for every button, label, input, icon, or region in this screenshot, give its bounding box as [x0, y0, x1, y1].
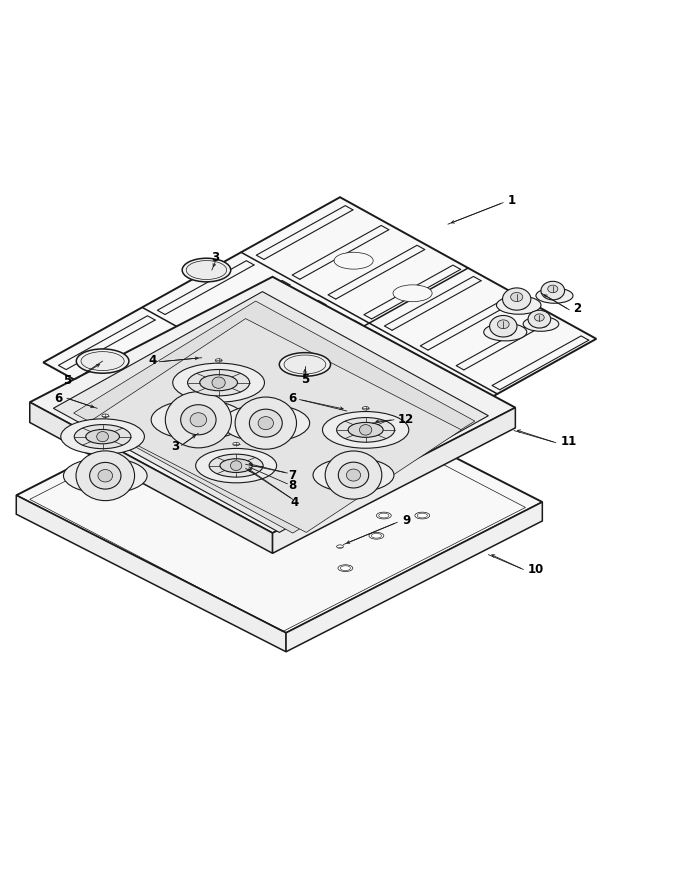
Ellipse shape [76, 451, 135, 501]
Ellipse shape [415, 512, 430, 519]
Ellipse shape [362, 407, 369, 410]
Polygon shape [286, 502, 543, 652]
Text: 3: 3 [171, 440, 179, 453]
Ellipse shape [258, 416, 273, 429]
Ellipse shape [313, 458, 394, 492]
Ellipse shape [212, 377, 225, 388]
Ellipse shape [165, 392, 231, 448]
Ellipse shape [233, 305, 273, 322]
Ellipse shape [369, 532, 384, 539]
Text: 8: 8 [289, 480, 297, 493]
Ellipse shape [360, 425, 372, 435]
Ellipse shape [138, 362, 177, 378]
Ellipse shape [182, 258, 231, 282]
Text: 4: 4 [290, 495, 299, 509]
Ellipse shape [295, 340, 334, 356]
Text: 9: 9 [402, 515, 410, 527]
Ellipse shape [534, 314, 544, 321]
Ellipse shape [102, 414, 109, 417]
Ellipse shape [151, 400, 245, 440]
Ellipse shape [483, 323, 527, 341]
Ellipse shape [541, 282, 564, 300]
Ellipse shape [216, 359, 222, 362]
Ellipse shape [523, 317, 559, 331]
Text: 1: 1 [508, 194, 516, 207]
Polygon shape [16, 495, 286, 652]
Text: 7: 7 [289, 468, 297, 481]
Ellipse shape [63, 458, 147, 494]
Text: 12: 12 [398, 414, 414, 426]
Ellipse shape [377, 512, 391, 519]
Ellipse shape [233, 443, 239, 446]
Text: 5: 5 [301, 373, 309, 385]
Text: 2: 2 [573, 302, 581, 315]
Ellipse shape [222, 405, 309, 442]
Ellipse shape [337, 417, 394, 443]
Ellipse shape [325, 451, 381, 499]
Polygon shape [90, 319, 462, 532]
Ellipse shape [76, 349, 129, 373]
Ellipse shape [90, 462, 121, 489]
Ellipse shape [497, 319, 509, 328]
Ellipse shape [284, 355, 326, 374]
Ellipse shape [393, 285, 432, 302]
Ellipse shape [496, 296, 541, 314]
Ellipse shape [61, 419, 144, 454]
Ellipse shape [506, 333, 512, 336]
Ellipse shape [322, 412, 409, 448]
Ellipse shape [235, 397, 296, 449]
Ellipse shape [348, 422, 383, 437]
Ellipse shape [98, 470, 113, 482]
Ellipse shape [86, 429, 120, 444]
Ellipse shape [200, 375, 237, 391]
Polygon shape [73, 301, 475, 533]
Polygon shape [16, 364, 543, 633]
Ellipse shape [528, 311, 551, 328]
Text: 3: 3 [211, 252, 219, 264]
Ellipse shape [173, 363, 265, 402]
Ellipse shape [190, 413, 207, 427]
Ellipse shape [188, 370, 250, 396]
Polygon shape [44, 197, 596, 504]
Polygon shape [273, 407, 515, 554]
Ellipse shape [511, 292, 523, 302]
Ellipse shape [339, 462, 369, 488]
Ellipse shape [279, 353, 330, 377]
Ellipse shape [231, 461, 242, 471]
Ellipse shape [547, 285, 558, 293]
Ellipse shape [520, 305, 526, 309]
Text: 5: 5 [63, 374, 71, 387]
Ellipse shape [81, 352, 124, 370]
Ellipse shape [346, 469, 360, 481]
Ellipse shape [250, 409, 282, 437]
Ellipse shape [503, 288, 531, 310]
Text: 6: 6 [289, 392, 297, 405]
Ellipse shape [186, 260, 226, 280]
Ellipse shape [209, 454, 263, 477]
Polygon shape [30, 277, 515, 533]
Ellipse shape [542, 324, 547, 327]
Ellipse shape [334, 253, 373, 269]
Ellipse shape [196, 449, 277, 483]
Ellipse shape [338, 565, 353, 571]
Text: 11: 11 [561, 435, 577, 448]
Ellipse shape [536, 288, 573, 304]
Ellipse shape [337, 545, 343, 548]
Ellipse shape [74, 424, 131, 449]
Text: 6: 6 [54, 392, 62, 405]
Ellipse shape [97, 431, 109, 442]
Ellipse shape [220, 458, 252, 473]
Ellipse shape [181, 405, 216, 435]
Polygon shape [30, 402, 273, 554]
Ellipse shape [556, 296, 560, 299]
Text: 10: 10 [528, 563, 544, 576]
Ellipse shape [202, 397, 241, 414]
Ellipse shape [490, 315, 517, 337]
Polygon shape [53, 291, 488, 532]
Text: 4: 4 [148, 354, 156, 367]
